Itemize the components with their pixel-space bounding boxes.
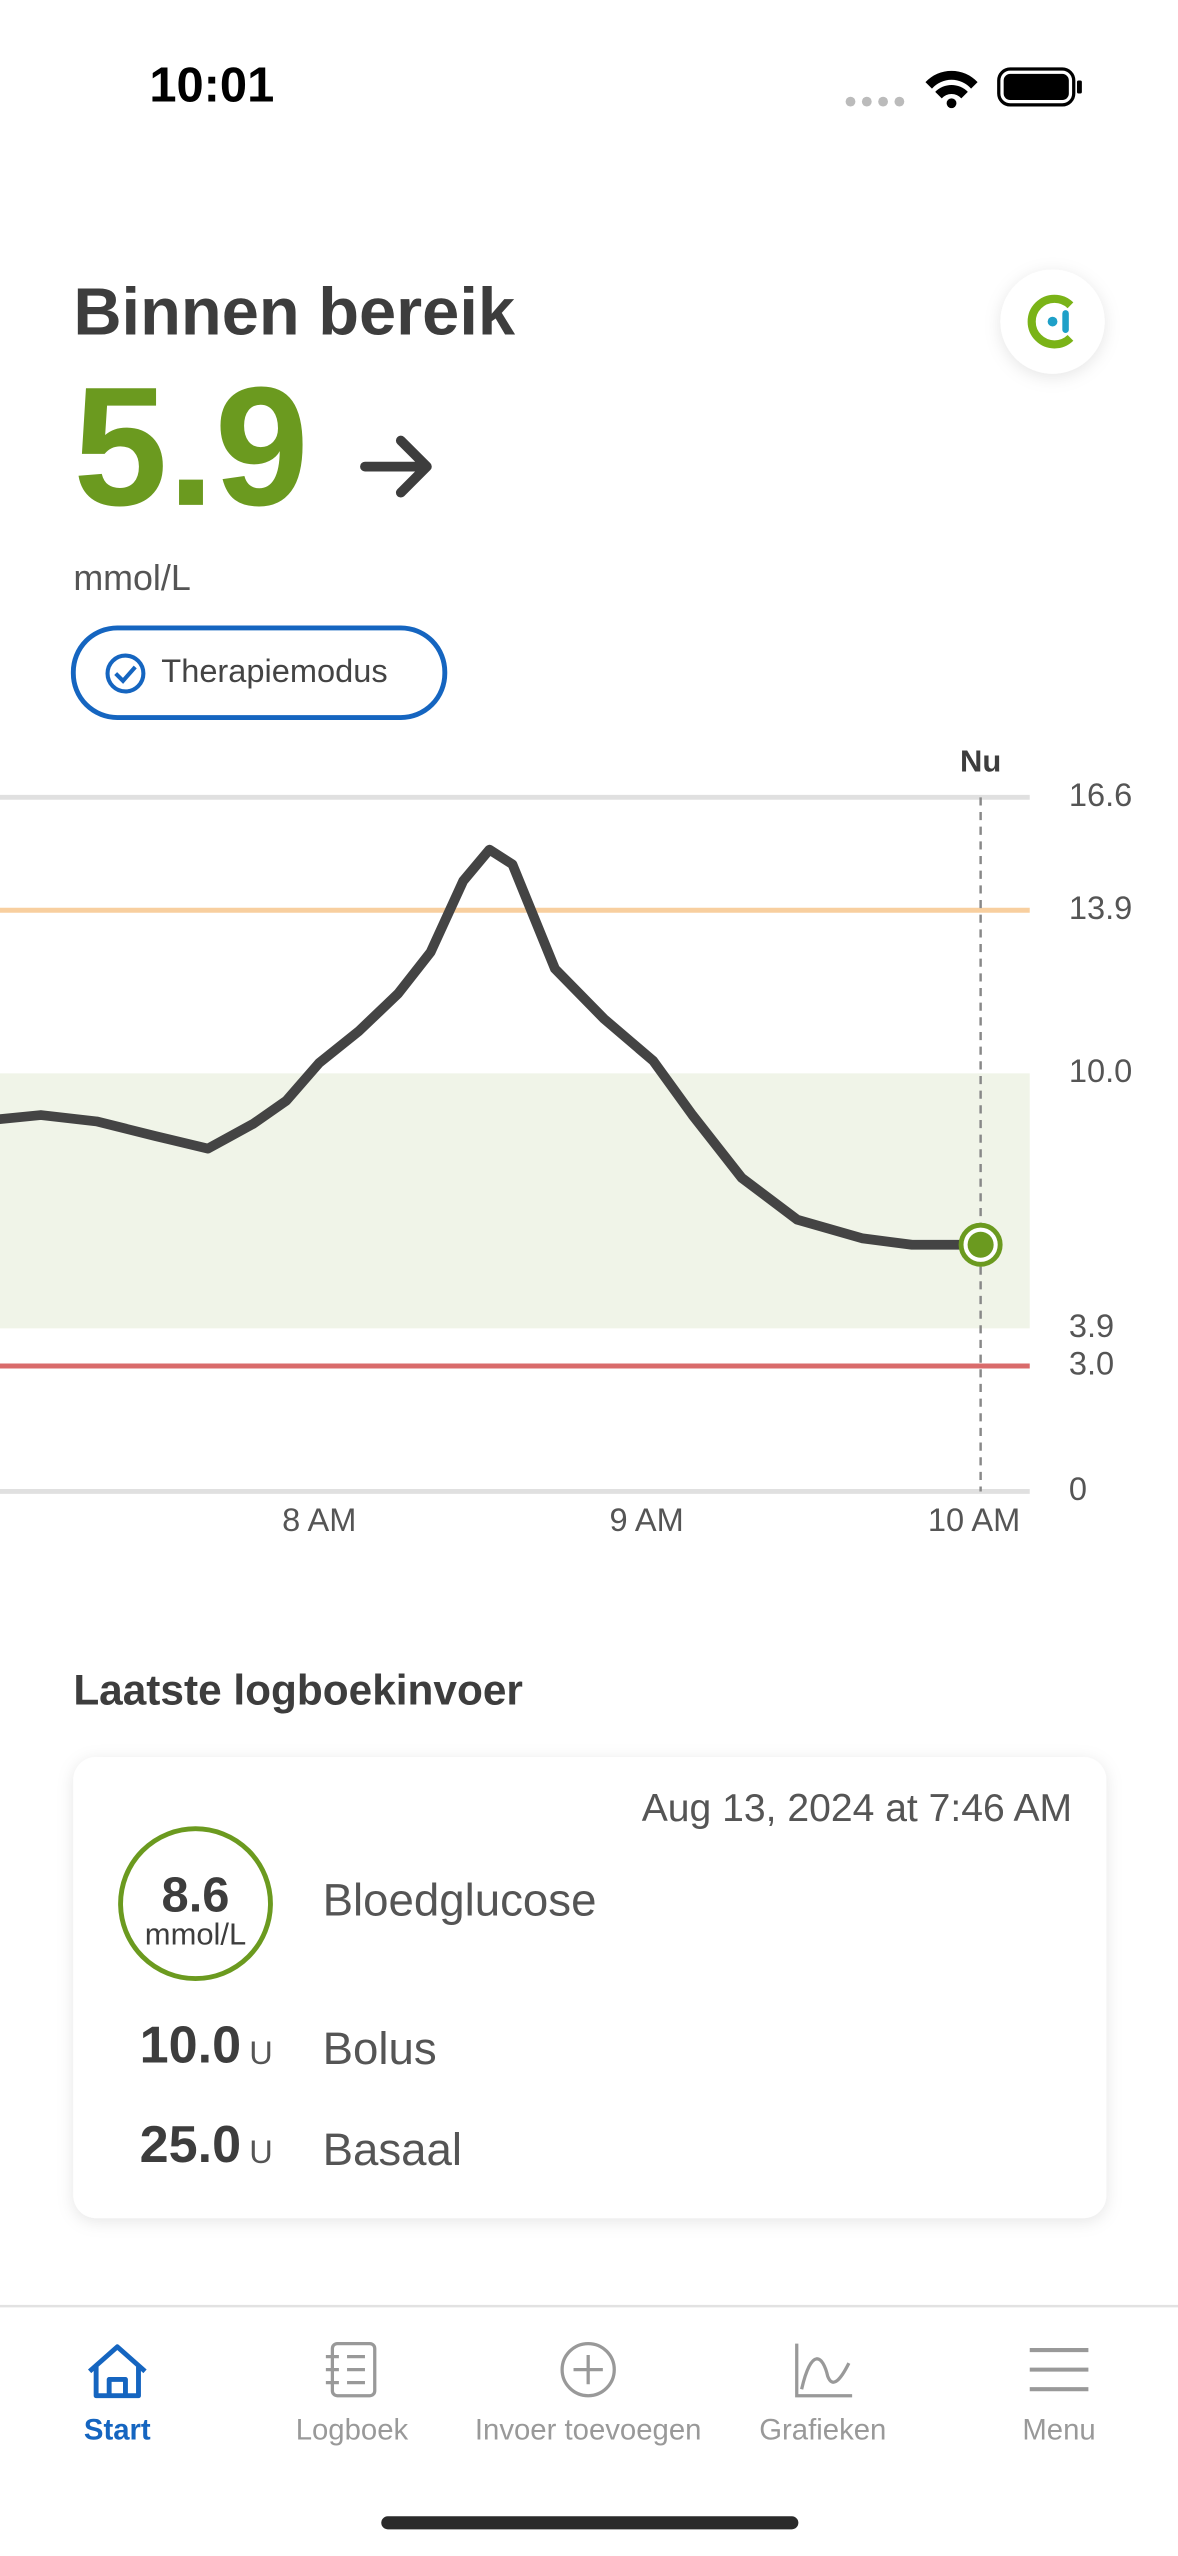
nav-menu[interactable]: Menu (1022, 2348, 1096, 2446)
glucose-ring (118, 1826, 273, 1982)
log-date: Aug 13, 2024 at 7:46 AM (642, 1787, 1072, 1830)
mode-label: Therapiemodus (161, 653, 387, 689)
mode-pill[interactable]: Therapiemodus (70, 625, 448, 720)
target-band (0, 1073, 1030, 1329)
glucose-value: 5.9 (73, 352, 309, 541)
x-tick-label: 8 AM (282, 1502, 356, 1538)
nav-label: Logboek (296, 2413, 409, 2446)
nav-logboek[interactable]: Logboek (296, 2341, 409, 2447)
nav-label: Menu (1022, 2413, 1095, 2446)
y-tick-label: 0 (1069, 1471, 1087, 1507)
log-value: 10.0 (140, 2016, 241, 2074)
trend-arrow (360, 435, 432, 498)
log-unit: U (249, 2134, 273, 2170)
log-value: 25.0 (140, 2116, 241, 2174)
nav-label: Grafieken (759, 2413, 886, 2446)
log-label: Basaal (323, 2124, 462, 2175)
page-title: Binnen bereik (73, 275, 516, 349)
log-glucose-unit: mmol/L (145, 1916, 246, 1951)
log-card[interactable]: Aug 13, 2024 at 7:46 AM 8.6 mmol/L Bloed… (73, 1757, 1107, 2219)
nav-charts[interactable]: Grafieken (759, 2343, 886, 2447)
logo (1027, 294, 1074, 349)
x-tick-label: 10 AM (928, 1502, 1020, 1538)
status-icons (845, 67, 1082, 109)
nav-add[interactable]: Invoer toevoegen (475, 2341, 702, 2447)
y-tick-label: 3.0 (1069, 1346, 1114, 1382)
log-label: Bolus (323, 2023, 437, 2074)
y-tick-label: 16.6 (1069, 777, 1132, 813)
y-tick-label: 13.9 (1069, 890, 1132, 926)
log-glucose-label: Bloedglucose (323, 1875, 597, 1926)
now-label: Nu (960, 743, 1001, 778)
y-tick-label: 10.0 (1069, 1053, 1132, 1089)
nav-start[interactable]: Start (84, 2344, 151, 2446)
home-indicator (381, 2516, 799, 2530)
current-marker (967, 1231, 994, 1258)
status-time: 10:01 (149, 59, 274, 113)
log-glucose-value: 8.6 (162, 1869, 230, 1923)
section-title: Laatste logboekinvoer (73, 1667, 523, 1714)
nav-label: Invoer toevoegen (475, 2413, 702, 2446)
glucose-line (0, 844, 986, 1250)
glucose-unit: mmol/L (73, 558, 190, 598)
glucose-chart: 0 3.03.9 10.0 13.9 16.6 8 AM 9 AM 10 AM Nu (0, 743, 1132, 1538)
x-tick-label: 9 AM (610, 1502, 684, 1538)
y-tick-label: 3.9 (1069, 1308, 1114, 1344)
log-unit: U (249, 2035, 273, 2071)
nav-label: Start (84, 2413, 151, 2446)
